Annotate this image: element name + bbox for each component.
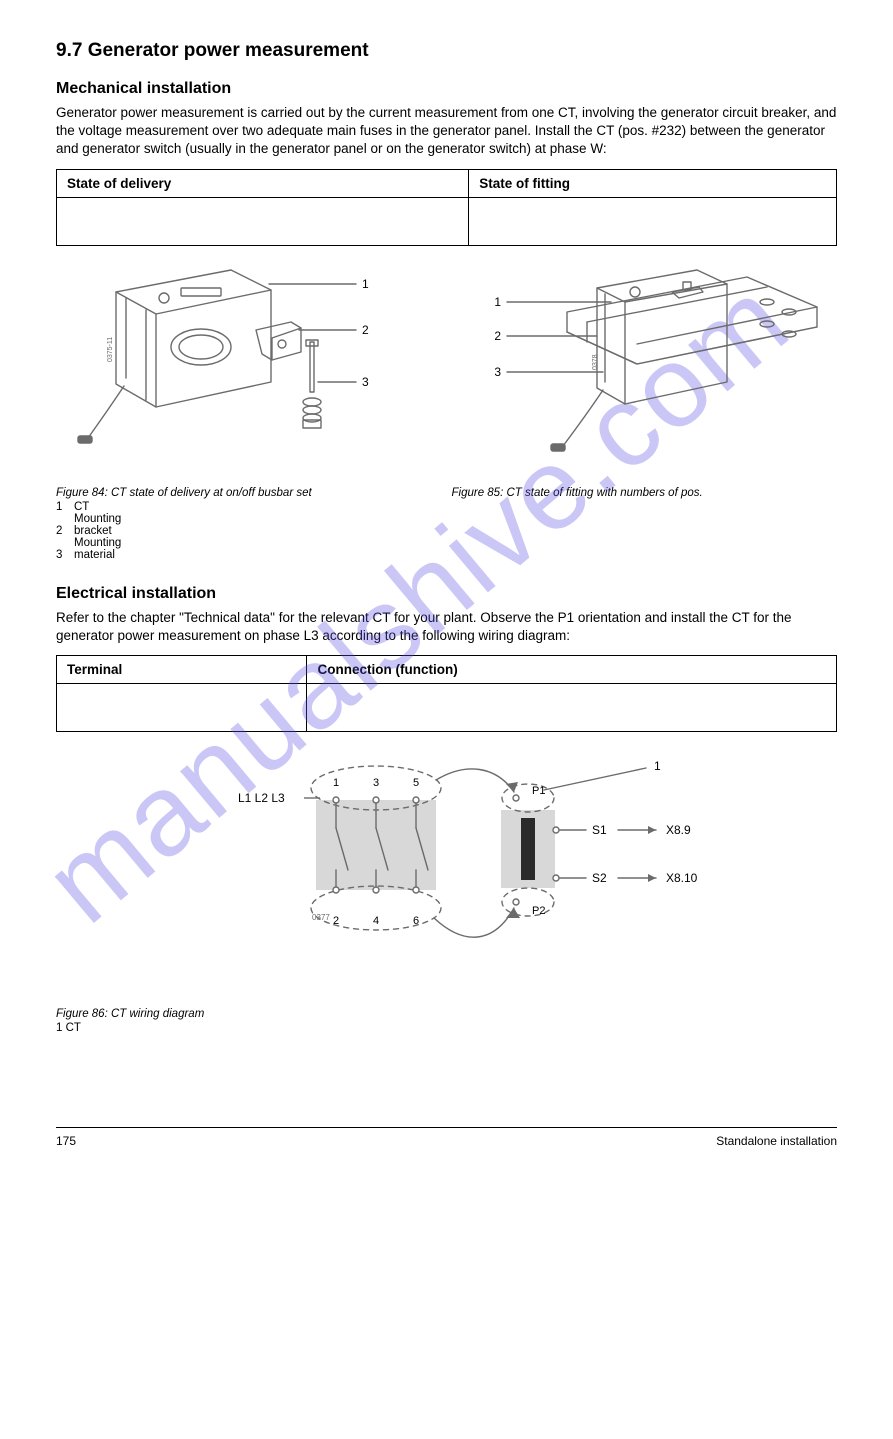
fig86-left-label: L1 L2 L3 bbox=[238, 791, 285, 805]
mech-table: State of delivery State of fitting bbox=[56, 169, 837, 246]
figure-wiring: 1 2 3 4 5 bbox=[56, 738, 837, 1008]
elec-table: Terminal Connection (function) bbox=[56, 655, 837, 732]
figure-row: 0375-11 bbox=[56, 252, 837, 487]
fig84-callout-1: 1 bbox=[362, 277, 369, 291]
svg-text:0375-11: 0375-11 bbox=[107, 336, 114, 361]
svg-text:X8.9: X8.9 bbox=[666, 823, 691, 837]
svg-text:0377: 0377 bbox=[312, 913, 330, 922]
mech-th1: State of delivery bbox=[57, 169, 469, 197]
figure-ct-fitting: 0378 1 2 3 bbox=[447, 252, 837, 467]
svg-text:X8.10: X8.10 bbox=[666, 871, 698, 885]
svg-text:6: 6 bbox=[413, 915, 419, 927]
fig84-legend: 1CT 2Mounting bracket 3Mounting material bbox=[56, 501, 837, 561]
svg-text:S2: S2 bbox=[592, 871, 607, 885]
svg-text:2: 2 bbox=[333, 915, 339, 927]
caption-row-1: Figure 84: CT state of delivery at on/of… bbox=[56, 487, 837, 499]
svg-text:5: 5 bbox=[413, 777, 419, 789]
elec-td1 bbox=[57, 684, 307, 732]
svg-text:P2: P2 bbox=[532, 905, 545, 917]
page-body: 9.7 Generator power measurement Mechanic… bbox=[0, 0, 893, 1034]
fig85-callout-2: 2 bbox=[494, 329, 501, 343]
fig85-callout-3: 3 bbox=[494, 365, 501, 379]
legend-2: Mounting bracket bbox=[74, 513, 92, 537]
elec-para: Refer to the chapter "Technical data" fo… bbox=[56, 609, 837, 645]
page-title: 9.7 Generator power measurement bbox=[56, 40, 837, 62]
svg-text:3: 3 bbox=[373, 777, 379, 789]
footer-left: 175 bbox=[56, 1134, 76, 1148]
mech-td1 bbox=[57, 197, 469, 245]
svg-text:0378: 0378 bbox=[592, 354, 599, 370]
figure-ct-delivery: 0375-11 bbox=[56, 252, 406, 467]
svg-text:1: 1 bbox=[333, 777, 339, 789]
fig84-callout-2: 2 bbox=[362, 323, 369, 337]
svg-text:P1: P1 bbox=[532, 785, 545, 797]
mech-th2: State of fitting bbox=[469, 169, 837, 197]
mech-td2 bbox=[469, 197, 837, 245]
page-footer: 175 Standalone installation bbox=[56, 1127, 837, 1148]
elec-heading: Electrical installation bbox=[56, 585, 837, 603]
fig84-caption: Figure 84: CT state of delivery at on/of… bbox=[56, 487, 442, 499]
elec-th2: Connection (function) bbox=[307, 656, 837, 684]
fig86-legend: 1 CT bbox=[56, 1022, 837, 1034]
footer-right: Standalone installation bbox=[716, 1134, 837, 1148]
elec-th1: Terminal bbox=[57, 656, 307, 684]
fig85-callout-1: 1 bbox=[494, 295, 501, 309]
svg-text:4: 4 bbox=[373, 915, 379, 927]
fig86-right-label: 1 bbox=[654, 759, 661, 773]
legend-3: Mounting material bbox=[74, 537, 92, 561]
fig86-caption: Figure 86: CT wiring diagram bbox=[56, 1008, 837, 1020]
elec-td2 bbox=[307, 684, 837, 732]
fig84-callout-3: 3 bbox=[362, 375, 369, 389]
fig85-caption: Figure 85: CT state of fitting with numb… bbox=[452, 487, 838, 499]
mech-heading: Mechanical installation bbox=[56, 80, 837, 98]
svg-text:S1: S1 bbox=[592, 823, 607, 837]
legend-1: CT bbox=[74, 501, 92, 513]
mech-para: Generator power measurement is carried o… bbox=[56, 104, 837, 159]
